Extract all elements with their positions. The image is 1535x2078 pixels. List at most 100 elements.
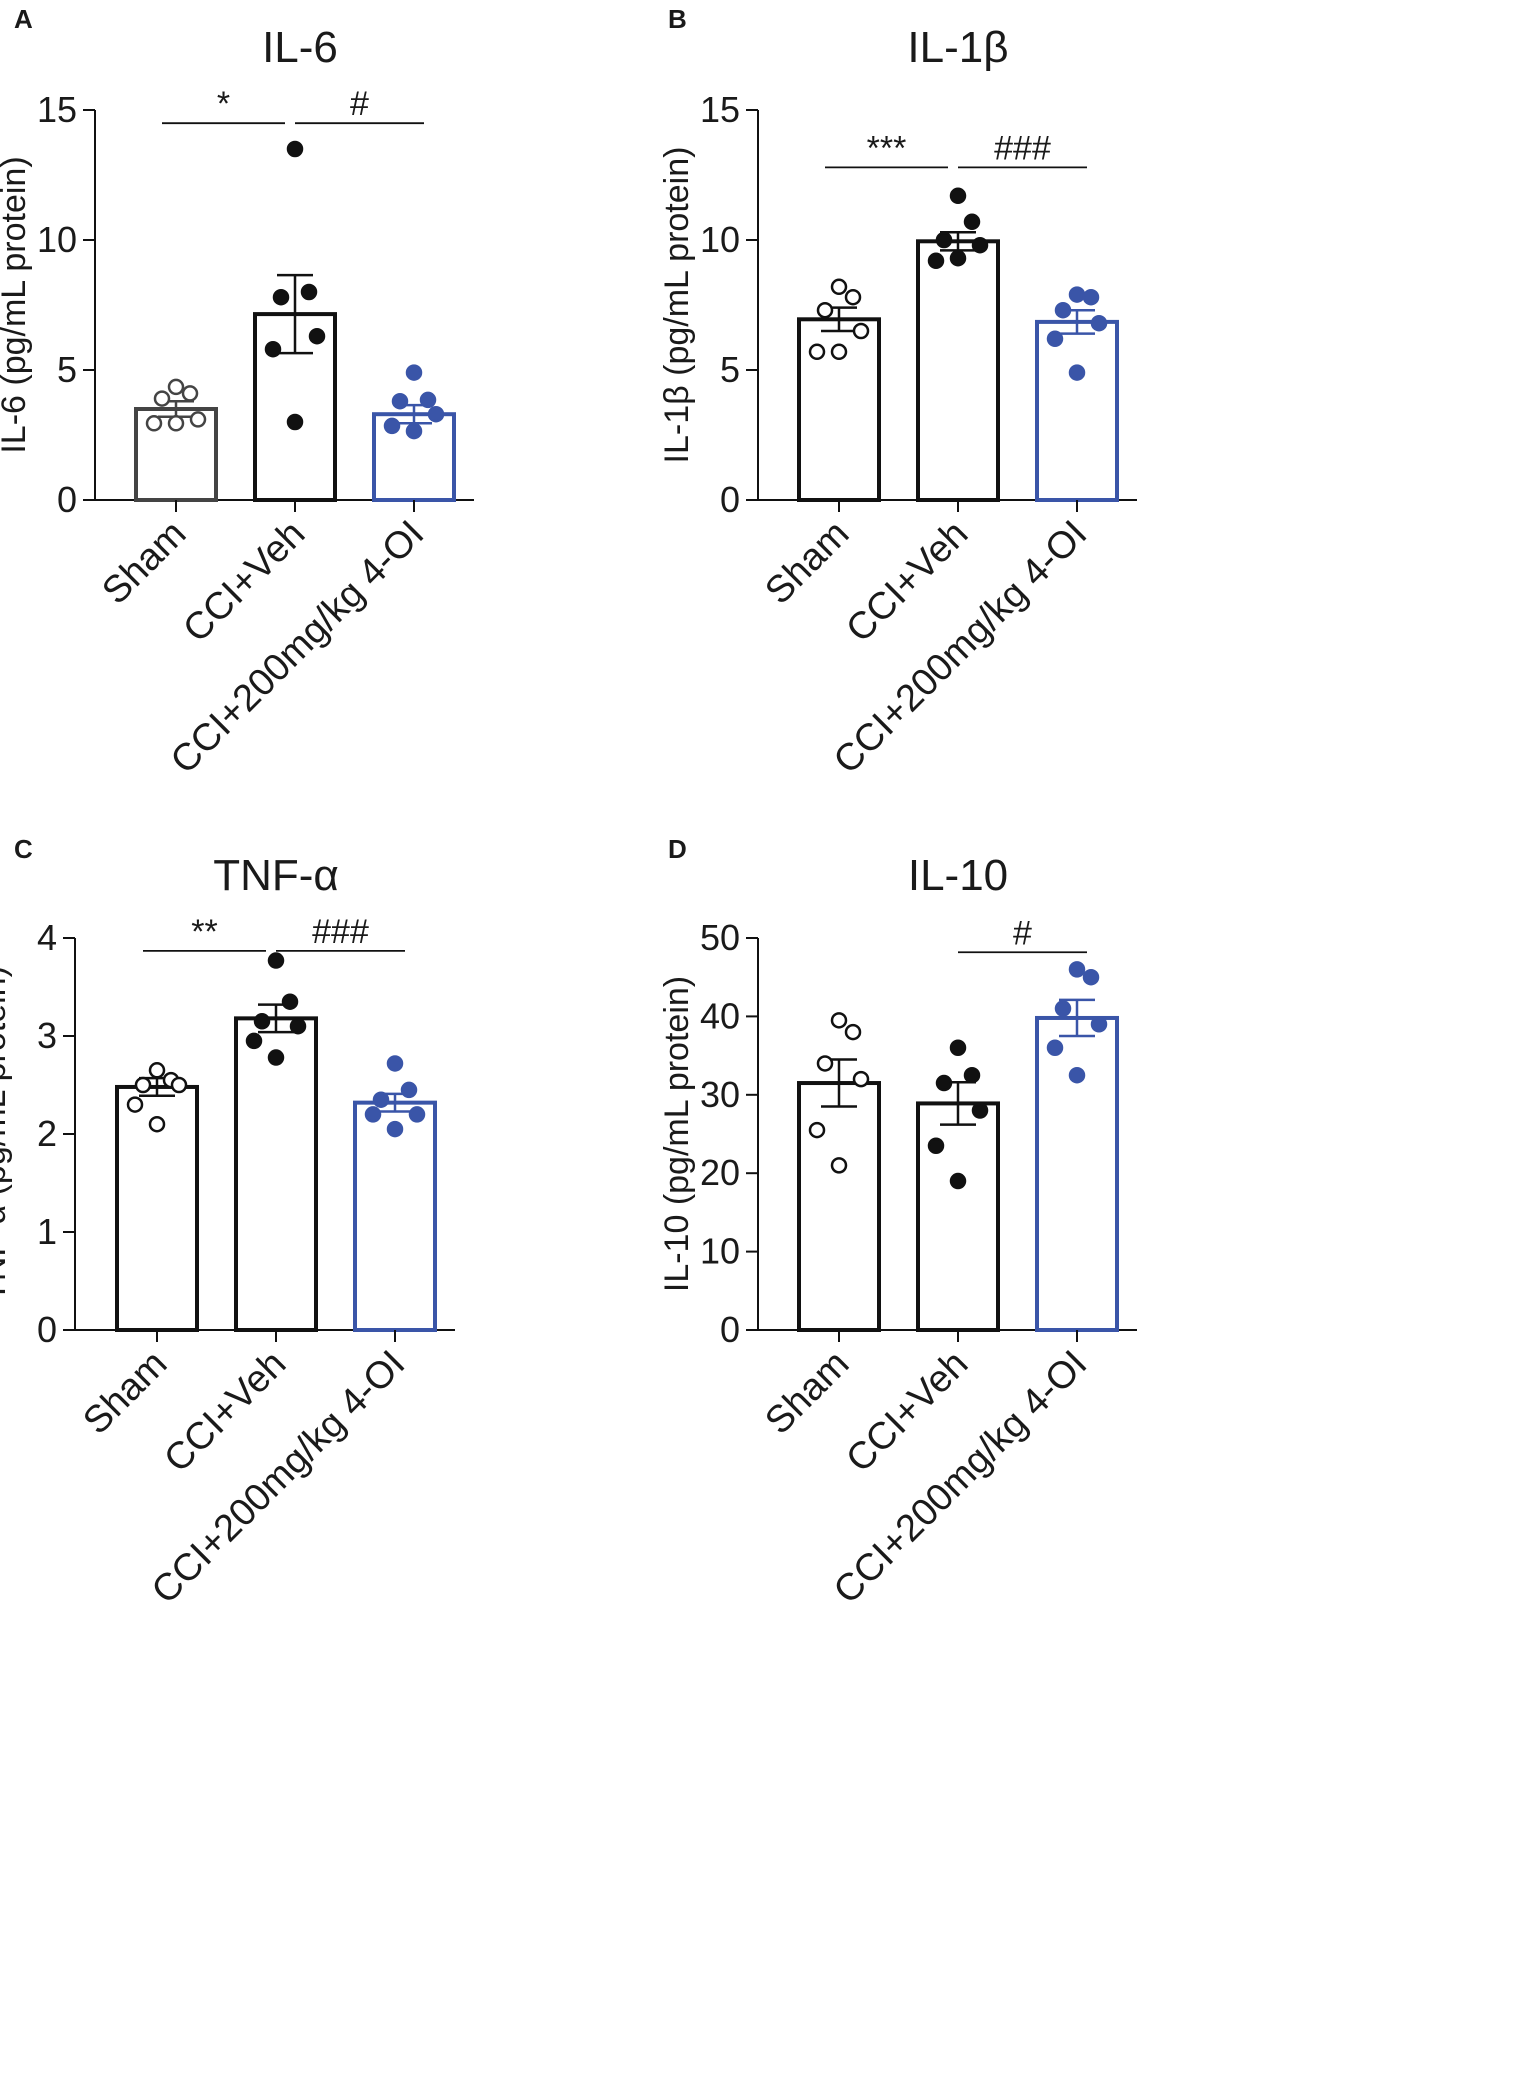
data-point	[134, 1076, 152, 1094]
y-tick-label: 15	[37, 89, 77, 130]
data-point	[400, 1081, 418, 1099]
data-point	[372, 1091, 390, 1108]
data-point	[148, 1115, 166, 1133]
y-tick-label: 0	[37, 1309, 57, 1350]
data-point	[386, 1055, 404, 1072]
y-tick-label: 5	[720, 349, 740, 390]
data-point	[1054, 1000, 1072, 1017]
chart-title: IL-6	[262, 23, 338, 72]
data-point	[167, 415, 185, 432]
y-tick-label: 5	[57, 349, 77, 390]
panel-letter: A	[14, 4, 33, 34]
data-point	[267, 1049, 285, 1066]
significance-label: ***	[867, 129, 907, 167]
significance-label: ###	[994, 129, 1051, 167]
data-point	[1046, 330, 1064, 348]
data-point	[1068, 286, 1086, 303]
panel-letter: B	[668, 4, 687, 34]
data-point	[386, 1120, 404, 1138]
data-point	[245, 1032, 263, 1050]
data-point	[816, 1055, 834, 1072]
data-point	[272, 288, 290, 306]
data-point	[308, 327, 326, 345]
data-point	[189, 411, 207, 428]
significance-label: #	[1013, 914, 1032, 952]
data-point	[816, 301, 834, 319]
y-axis-title: IL-6 (pg/mL protein)	[0, 156, 33, 453]
y-axis-title: TNF-α (pg/mL protein)	[0, 966, 13, 1302]
data-point	[427, 405, 445, 423]
data-point	[949, 1039, 967, 1057]
data-point	[405, 422, 423, 440]
series-1	[115, 1062, 199, 1332]
y-tick-label: 30	[700, 1074, 740, 1115]
y-tick-label: 20	[700, 1152, 740, 1193]
panel-letter: D	[668, 834, 687, 864]
y-tick-label: 10	[700, 219, 740, 260]
data-point	[405, 364, 423, 381]
data-point	[153, 390, 171, 407]
data-point	[289, 1017, 307, 1035]
data-point	[971, 1102, 989, 1119]
data-point	[963, 1066, 981, 1084]
data-point	[935, 231, 953, 249]
data-point	[364, 1106, 382, 1123]
data-point	[264, 340, 282, 358]
panel-letter: C	[14, 834, 33, 864]
data-point	[1054, 301, 1072, 319]
y-tick-label: 15	[700, 89, 740, 130]
significance-label: ###	[312, 913, 369, 951]
data-point	[808, 343, 826, 361]
data-point	[935, 1074, 953, 1092]
significance-label: *	[217, 85, 230, 123]
y-axis-title: IL-10 (pg/mL protein)	[658, 976, 696, 1292]
data-point	[281, 993, 299, 1010]
data-point	[286, 140, 304, 158]
significance-label: **	[191, 913, 217, 951]
data-point	[971, 236, 989, 254]
data-point	[267, 952, 285, 969]
y-tick-label: 10	[700, 1231, 740, 1272]
data-point	[1090, 1015, 1108, 1033]
data-point	[126, 1096, 144, 1113]
data-point	[408, 1106, 426, 1123]
data-point	[1046, 1039, 1064, 1057]
data-point	[148, 1062, 166, 1079]
data-point	[1082, 288, 1100, 306]
data-point	[830, 343, 848, 361]
y-tick-label: 0	[720, 479, 740, 520]
data-point	[852, 322, 870, 340]
data-point	[253, 1013, 271, 1030]
data-point	[1068, 961, 1086, 978]
y-tick-label: 50	[700, 917, 740, 958]
y-tick-label: 2	[37, 1113, 57, 1154]
data-point	[383, 417, 401, 435]
data-point	[830, 1157, 848, 1174]
data-point	[949, 187, 967, 205]
data-point	[949, 249, 967, 267]
y-tick-label: 40	[700, 995, 740, 1036]
y-tick-label: 4	[37, 917, 57, 958]
data-point	[300, 283, 318, 301]
data-point	[391, 392, 409, 410]
chart-title: IL-10	[908, 851, 1008, 900]
y-tick-label: 10	[37, 219, 77, 260]
data-point	[844, 1023, 862, 1041]
data-point	[1068, 1066, 1086, 1084]
y-tick-label: 3	[37, 1015, 57, 1056]
data-point	[949, 1172, 967, 1190]
data-point	[170, 1076, 188, 1094]
series-3	[353, 1055, 437, 1333]
y-tick-label: 0	[720, 1309, 740, 1350]
data-point	[286, 413, 304, 431]
y-axis-title: IL-1β (pg/mL protein)	[658, 147, 696, 464]
data-point	[145, 415, 163, 432]
y-tick-label: 1	[37, 1211, 57, 1252]
data-point	[1090, 314, 1108, 332]
data-point	[963, 213, 981, 231]
data-point	[1068, 364, 1086, 381]
data-point	[830, 1012, 848, 1029]
significance-label: #	[350, 85, 369, 123]
chart-title: IL-1β	[907, 23, 1008, 72]
